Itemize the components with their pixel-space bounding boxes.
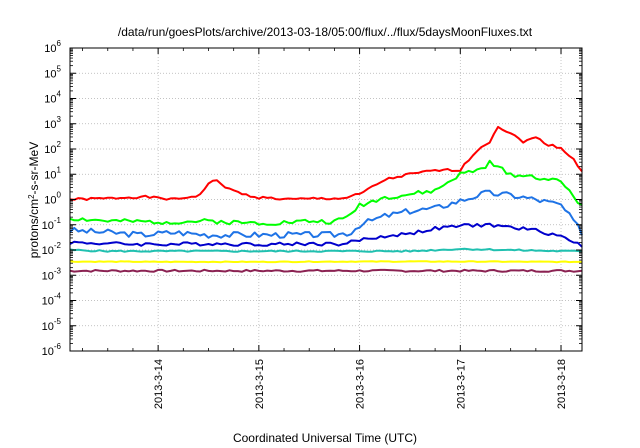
- x-axis-label: Coordinated Universal Time (UTC): [233, 431, 417, 445]
- x-tick-labels: 2013-3-14 2013-3-15 2013-3-16 2013-3-17 2013…: [153, 359, 568, 409]
- series-line-5: [69, 247, 583, 253]
- y-tick-exponent: 2: [57, 140, 62, 149]
- y-tick-exponent: 0: [57, 191, 62, 200]
- y-tick-label: 106: [44, 39, 61, 55]
- y-tick-label: 100: [44, 191, 61, 207]
- y-tick-label: 105: [44, 64, 61, 80]
- y-tick-base: 10: [42, 245, 54, 257]
- y-tick-exponent: 1: [57, 165, 62, 174]
- chart-title: /data/run/goesPlots/archive/2013-03-18/0…: [118, 25, 533, 39]
- series-line-4: [69, 222, 583, 248]
- y-tick-label: 10-6: [42, 342, 62, 358]
- y-tick-exponent: -4: [54, 292, 62, 301]
- data-series: [69, 125, 583, 273]
- y-tick-exponent: -5: [54, 317, 62, 326]
- y-tick-base: 10: [42, 296, 54, 308]
- y-tick-base: 10: [42, 220, 54, 232]
- y-tick-label: 10-3: [42, 266, 62, 282]
- y-tick-label: 102: [44, 140, 61, 156]
- axis-ticks: [70, 47, 582, 352]
- series-line-2: [69, 159, 583, 226]
- y-tick-exponent: 4: [57, 90, 62, 99]
- y-tick-base: 10: [44, 43, 56, 55]
- y-tick-base: 10: [44, 169, 56, 181]
- x-tick-label: 2013-3-18: [556, 359, 568, 409]
- y-tick-exponent: 3: [57, 115, 62, 124]
- y-tick-label: 104: [44, 90, 61, 106]
- y-tick-exponent: -1: [54, 216, 62, 225]
- y-tick-label: 103: [44, 115, 61, 131]
- y-tick-label: 10-1: [42, 216, 62, 232]
- series-line-7: [69, 268, 583, 273]
- x-tick-label: 2013-3-17: [455, 359, 467, 409]
- x-tick-label: 2013-3-14: [153, 359, 165, 409]
- y-tick-base: 10: [44, 68, 56, 80]
- y-tick-base: 10: [42, 346, 54, 358]
- series-line-3: [69, 189, 583, 239]
- y-tick-label: 10-5: [42, 317, 62, 333]
- y-tick-exponent: 5: [57, 64, 62, 73]
- y-axis-label: protons/cm2-s-sr-MeV: [27, 142, 42, 258]
- y-label-sup: 2: [27, 194, 36, 199]
- x-tick-label: 2013-3-15: [254, 359, 266, 409]
- y-tick-label: 10-2: [42, 241, 62, 257]
- y-tick-base: 10: [42, 321, 54, 333]
- y-tick-base: 10: [44, 119, 56, 131]
- y-label-rest: -s-sr-MeV: [27, 142, 41, 195]
- y-tick-label: 101: [44, 165, 61, 181]
- y-tick-label: 10-4: [42, 292, 62, 308]
- y-tick-exponent: -2: [54, 241, 62, 250]
- y-tick-base: 10: [44, 144, 56, 156]
- y-label-base: protons/cm: [27, 199, 41, 258]
- series-line-1: [69, 125, 583, 201]
- series-line-6: [69, 260, 582, 264]
- y-tick-base: 10: [42, 270, 54, 282]
- y-tick-base: 10: [44, 94, 56, 106]
- y-tick-exponent: 6: [57, 39, 62, 48]
- y-tick-exponent: -3: [54, 266, 62, 275]
- x-tick-label: 2013-3-16: [355, 359, 367, 409]
- y-tick-base: 10: [44, 195, 56, 207]
- y-tick-labels: 10-610-510-410-310-210-11001011021031041…: [42, 39, 62, 358]
- y-tick-exponent: -6: [54, 342, 62, 351]
